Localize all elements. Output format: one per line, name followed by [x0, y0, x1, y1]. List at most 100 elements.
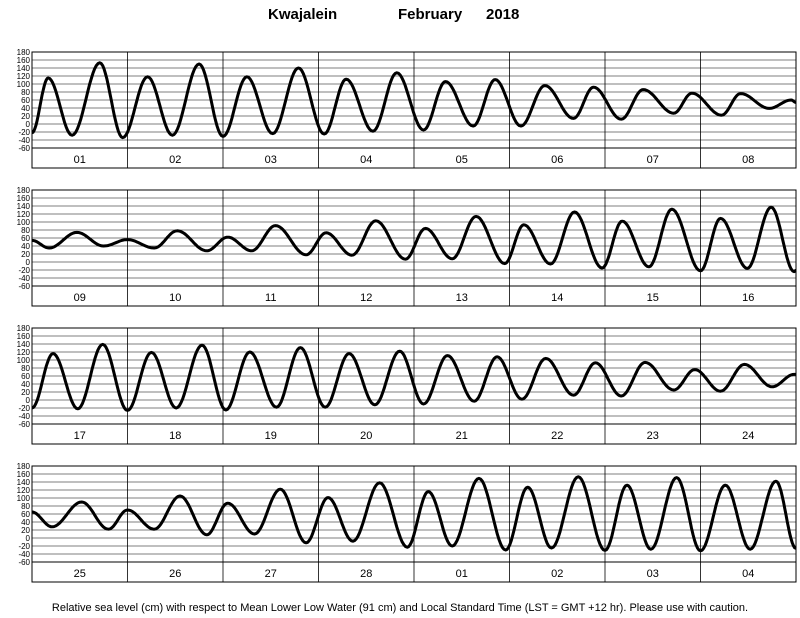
title-month: February: [398, 6, 463, 23]
y-tick-label: 20: [21, 112, 30, 121]
y-tick-label: 100: [17, 356, 31, 365]
y-tick-label: 0: [26, 120, 31, 129]
y-tick-label: 80: [21, 364, 30, 373]
day-label: 02: [551, 568, 563, 580]
title-year: 2018: [486, 6, 520, 23]
y-tick-label: 60: [21, 96, 30, 105]
y-tick-label: -40: [18, 550, 30, 559]
day-label: 03: [647, 568, 659, 580]
y-tick-label: 60: [21, 372, 30, 381]
y-tick-label: 80: [21, 226, 30, 235]
y-tick-label: -60: [18, 558, 30, 567]
y-tick-label: 0: [26, 396, 31, 405]
y-tick-label: 180: [17, 462, 31, 471]
title-station: Kwajalein: [268, 6, 338, 23]
y-tick-label: 40: [21, 518, 30, 527]
day-label: 03: [265, 154, 277, 166]
y-tick-label: 180: [17, 48, 31, 57]
chart-title: Kwajalein February 2018: [0, 6, 800, 26]
panel-frame: [31, 189, 797, 307]
day-label: 28: [360, 568, 372, 580]
y-tick-label: 80: [21, 88, 30, 97]
day-label: 05: [456, 154, 468, 166]
y-tick-label: 180: [17, 324, 31, 333]
tide-series-line: [31, 205, 798, 274]
tide-series-line: [31, 61, 798, 140]
day-label: 18: [169, 430, 181, 442]
y-tick-label: -20: [18, 542, 30, 551]
y-tick-label: 140: [17, 478, 31, 487]
y-tick-label: -40: [18, 274, 30, 283]
y-tick-label: 120: [17, 210, 31, 219]
y-tick-label: -60: [18, 282, 30, 291]
y-tick-label: -20: [18, 404, 30, 413]
y-tick-label: -60: [18, 420, 30, 429]
y-tick-label: 160: [17, 56, 31, 65]
day-label: 10: [169, 292, 181, 304]
day-label: 06: [551, 154, 563, 166]
day-label: 04: [742, 568, 754, 580]
day-label: 20: [360, 430, 372, 442]
footer-note: Relative sea level (cm) with respect to …: [51, 602, 749, 614]
y-tick-label: 100: [17, 80, 31, 89]
day-label: 15: [647, 292, 659, 304]
y-tick-label: -20: [18, 128, 30, 137]
y-tick-label: -60: [18, 144, 30, 153]
day-label: 01: [456, 568, 468, 580]
y-tick-label: 160: [17, 332, 31, 341]
y-tick-label: 20: [21, 526, 30, 535]
y-tick-label: 100: [17, 218, 31, 227]
y-tick-label: 20: [21, 388, 30, 397]
day-label: 02: [169, 154, 181, 166]
y-tick-label: -40: [18, 412, 30, 421]
y-tick-label: 160: [17, 470, 31, 479]
day-label: 24: [742, 430, 754, 442]
y-tick-label: 80: [21, 502, 30, 511]
tide-series-line: [31, 342, 798, 412]
y-tick-label: 140: [17, 202, 31, 211]
day-label: 08: [742, 154, 754, 166]
y-tick-label: 40: [21, 242, 30, 251]
day-label: 16: [742, 292, 754, 304]
day-label: 19: [265, 430, 277, 442]
y-tick-label: 40: [21, 104, 30, 113]
day-label: 12: [360, 292, 372, 304]
y-tick-label: 20: [21, 250, 30, 259]
y-tick-label: 0: [26, 534, 31, 543]
panel-frame: [31, 51, 797, 169]
day-label: 26: [169, 568, 181, 580]
day-label: 13: [456, 292, 468, 304]
y-tick-label: 60: [21, 234, 30, 243]
tide-series-line: [31, 475, 797, 553]
y-tick-label: 160: [17, 194, 31, 203]
day-label: 01: [74, 154, 86, 166]
y-tick-label: 120: [17, 72, 31, 81]
day-label: 21: [456, 430, 468, 442]
day-label: 11: [265, 292, 276, 304]
y-tick-label: 120: [17, 486, 31, 495]
day-label: 22: [551, 430, 563, 442]
panel-frame: [31, 327, 797, 445]
y-tick-label: -40: [18, 136, 30, 145]
y-tick-label: -20: [18, 266, 30, 275]
y-tick-label: 60: [21, 510, 30, 519]
y-tick-label: 140: [17, 64, 31, 73]
day-label: 25: [74, 568, 86, 580]
y-tick-label: 40: [21, 380, 30, 389]
y-tick-label: 120: [17, 348, 31, 357]
day-label: 07: [647, 154, 659, 166]
day-label: 09: [74, 292, 86, 304]
day-label: 14: [551, 292, 563, 304]
y-tick-label: 140: [17, 340, 31, 349]
panel-frame: [31, 465, 797, 583]
y-tick-label: 180: [17, 186, 31, 195]
day-label: 17: [74, 430, 86, 442]
day-label: 04: [360, 154, 372, 166]
day-label: 27: [265, 568, 277, 580]
y-tick-label: 0: [26, 258, 31, 267]
